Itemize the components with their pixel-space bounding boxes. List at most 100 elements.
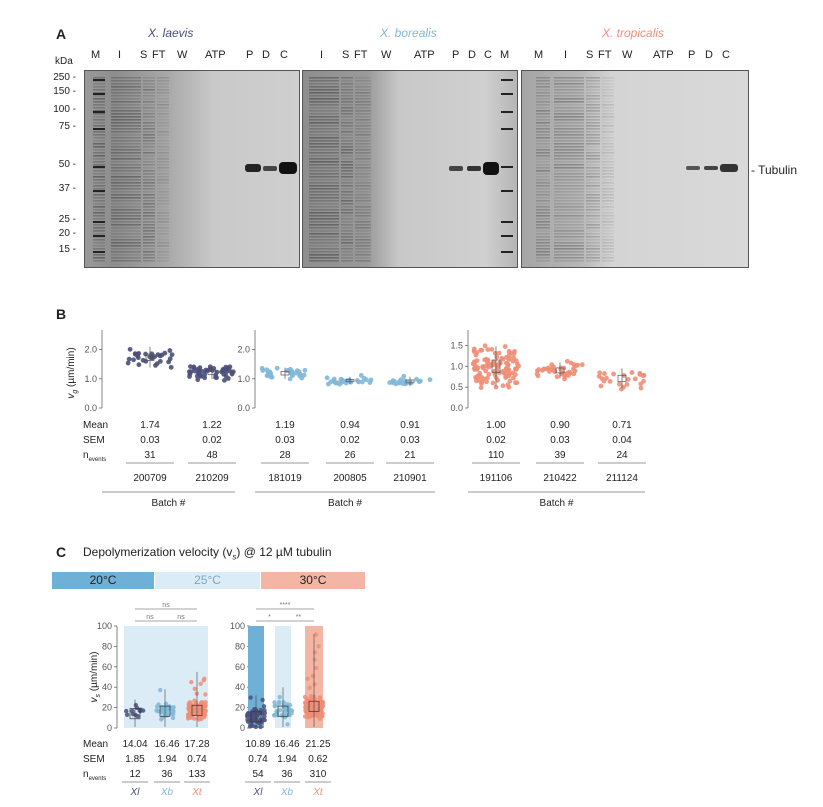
gel-band xyxy=(355,185,371,187)
species-tropicalis: X. tropicalis xyxy=(602,26,665,40)
gel-band xyxy=(355,161,371,163)
gel-band xyxy=(586,89,600,91)
gel-band xyxy=(143,125,155,127)
data-point xyxy=(570,366,576,372)
gel-band xyxy=(143,143,155,145)
gel-band xyxy=(157,104,169,106)
batch-sem: 0.03 xyxy=(550,435,570,446)
temp-bar-25: 25°C xyxy=(155,572,260,589)
data-point xyxy=(474,365,479,371)
data-point xyxy=(140,357,146,363)
data-point xyxy=(513,367,519,372)
gel-band xyxy=(341,254,353,256)
gel-band xyxy=(157,212,169,214)
gel-band xyxy=(93,179,105,181)
gel-band xyxy=(536,212,550,214)
lane-label: S xyxy=(586,49,594,61)
gel-band xyxy=(554,197,584,199)
lane-label: W xyxy=(622,49,633,61)
data-point xyxy=(192,704,198,710)
gel-band xyxy=(143,203,155,205)
data-point xyxy=(638,381,644,387)
gel-band xyxy=(586,236,600,238)
data-point xyxy=(289,368,295,374)
gel-band xyxy=(341,188,353,190)
gel-band xyxy=(309,134,339,136)
gel-band xyxy=(602,104,614,106)
data-point xyxy=(202,676,207,681)
gel-band xyxy=(309,83,339,85)
data-point xyxy=(476,377,482,383)
gel-band xyxy=(355,212,371,214)
data-point xyxy=(427,377,433,382)
batch-id: 200709 xyxy=(133,473,167,484)
data-point xyxy=(302,367,308,373)
gel-band xyxy=(93,245,105,247)
gel-band xyxy=(536,185,550,187)
gel-band xyxy=(554,164,584,166)
batch-sem: 0.03 xyxy=(140,435,160,446)
gel-band xyxy=(143,140,155,142)
gel-band xyxy=(341,128,353,130)
stat-mean: 14.04 xyxy=(122,739,147,750)
gel-band xyxy=(602,191,614,193)
gel-band xyxy=(554,251,584,253)
data-point xyxy=(222,377,227,383)
gel-band xyxy=(111,227,141,229)
gel-band xyxy=(143,89,155,91)
gel-band xyxy=(143,155,155,157)
gel-band xyxy=(93,248,105,250)
gel-band xyxy=(355,119,371,121)
gel-band xyxy=(309,254,339,256)
gel-band xyxy=(93,143,105,145)
gel-band xyxy=(536,83,550,85)
gel-band xyxy=(93,227,105,229)
data-point xyxy=(187,703,192,708)
gel-band xyxy=(111,185,141,187)
gel-band xyxy=(602,185,614,187)
gel-band xyxy=(341,80,353,82)
data-point xyxy=(312,682,317,687)
gel-band xyxy=(309,194,339,196)
gel-band xyxy=(536,173,550,175)
gel-band xyxy=(93,203,105,205)
gel-band xyxy=(309,218,339,220)
kda-tick: 15 - xyxy=(58,244,76,255)
gel-band xyxy=(602,131,614,133)
gel-band xyxy=(309,152,339,154)
gel-band xyxy=(554,158,584,160)
gel-band xyxy=(157,137,169,139)
tubulin-band xyxy=(449,166,463,171)
data-point xyxy=(257,720,263,725)
gel-band xyxy=(309,260,339,262)
gel-band xyxy=(111,203,141,205)
gel-band xyxy=(586,188,600,190)
data-point xyxy=(203,704,208,709)
gel-band xyxy=(602,83,614,85)
data-point xyxy=(262,710,268,716)
gel-band xyxy=(111,92,141,94)
gel-band xyxy=(554,116,584,118)
gel-band xyxy=(341,116,353,118)
gel-band xyxy=(157,209,169,211)
gel-band xyxy=(111,257,141,259)
gel-band xyxy=(93,152,105,154)
batch-sem: 0.03 xyxy=(400,435,420,446)
data-point xyxy=(471,348,477,353)
gel-band xyxy=(157,107,169,109)
gel-band xyxy=(93,257,105,259)
data-point xyxy=(162,350,168,356)
kda-tick: 75 - xyxy=(58,121,76,132)
gel-band xyxy=(554,206,584,208)
data-point xyxy=(508,350,514,356)
row-label-n-sub: events xyxy=(89,457,107,463)
lane-label: P xyxy=(452,49,460,61)
gel-band xyxy=(93,200,105,202)
tubulin-band xyxy=(483,162,499,175)
gel-band xyxy=(309,176,339,178)
data-point xyxy=(503,374,509,380)
gel-band xyxy=(355,116,371,118)
gel-band xyxy=(111,245,141,247)
gel-band xyxy=(341,122,353,124)
gel-band xyxy=(341,221,353,223)
